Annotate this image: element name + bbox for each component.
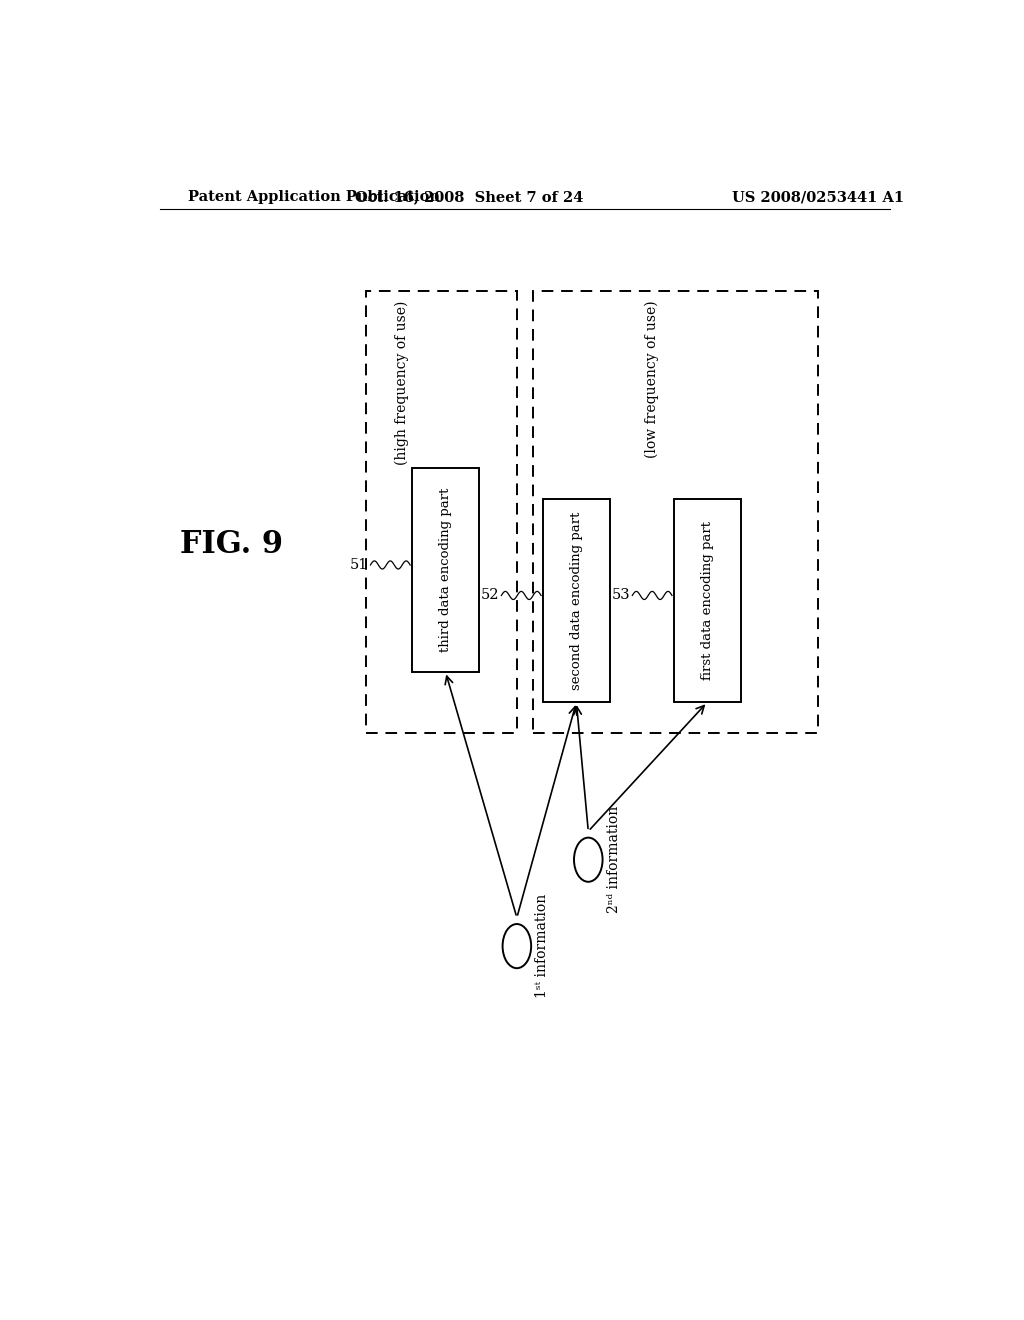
Ellipse shape [574,838,602,882]
Text: (low frequency of use): (low frequency of use) [644,301,659,458]
Text: US 2008/0253441 A1: US 2008/0253441 A1 [732,190,904,205]
Text: 1ˢᵗ information: 1ˢᵗ information [536,894,549,998]
Bar [543,499,610,702]
Bar [367,290,517,733]
Ellipse shape [503,924,531,968]
Text: 51: 51 [349,558,368,572]
Text: FIG. 9: FIG. 9 [179,529,283,560]
Bar [412,469,479,672]
Text: 2ⁿᵈ information: 2ⁿᵈ information [606,807,621,913]
Text: third data encoding part: third data encoding part [439,488,452,652]
Text: (high frequency of use): (high frequency of use) [394,301,409,465]
Text: Patent Application Publication: Patent Application Publication [187,190,439,205]
Text: Oct. 16, 2008  Sheet 7 of 24: Oct. 16, 2008 Sheet 7 of 24 [355,190,584,205]
Bar [532,290,818,733]
Text: first data encoding part: first data encoding part [700,521,714,680]
Text: second data encoding part: second data encoding part [570,511,583,690]
Text: 53: 53 [611,589,630,602]
Bar [674,499,741,702]
Text: 52: 52 [480,589,499,602]
